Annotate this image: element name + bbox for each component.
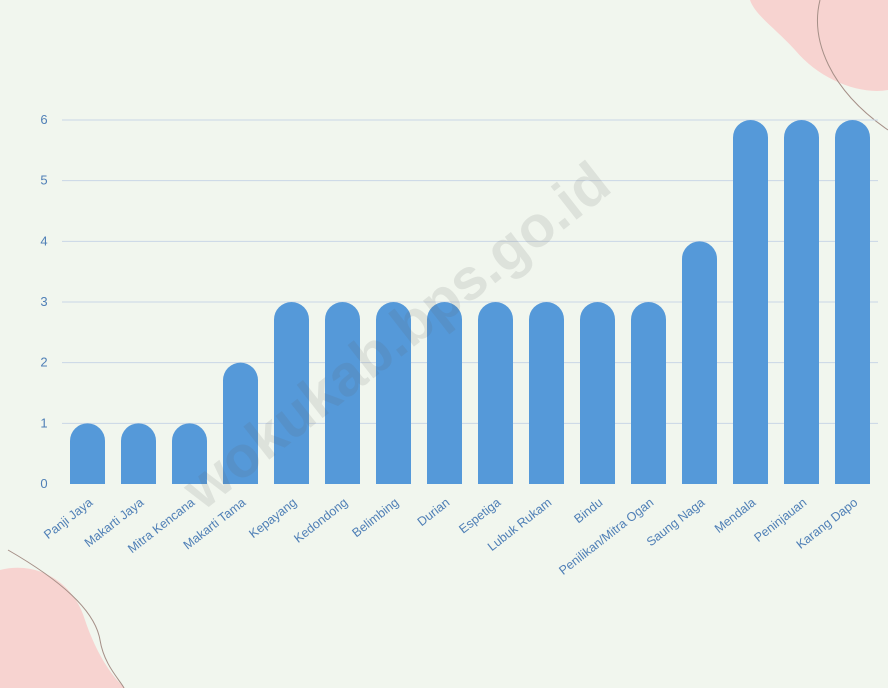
bar <box>733 120 768 484</box>
x-category-label: Bindu <box>572 495 606 526</box>
x-category-label: Penilikan/Mitra Ogan <box>556 495 656 577</box>
bar <box>376 302 411 484</box>
y-tick-label: 6 <box>40 112 47 127</box>
decor-blob-top-right <box>750 0 888 91</box>
decor-curve-top-right <box>817 0 888 131</box>
bar <box>580 302 615 484</box>
bar <box>427 302 462 484</box>
bar <box>70 423 105 484</box>
bar <box>172 423 207 484</box>
bar <box>835 120 870 484</box>
x-category-label: Kedondong <box>291 495 350 545</box>
decor-blob-bottom-left <box>0 567 125 688</box>
bar <box>784 120 819 484</box>
x-category-label: Durian <box>415 495 453 529</box>
x-category-label: Belimbing <box>349 495 401 540</box>
bar <box>529 302 564 484</box>
bar <box>631 302 666 484</box>
y-tick-label: 5 <box>40 173 47 188</box>
decor-curve-bottom-left <box>7 549 125 688</box>
bar <box>274 302 309 484</box>
y-tick-label: 2 <box>40 355 47 370</box>
bar <box>121 423 156 484</box>
bars <box>70 120 870 484</box>
y-axis-tick-labels: 0 1 2 3 4 5 6 <box>40 112 47 491</box>
x-category-label: Espetiga <box>456 495 503 536</box>
bar <box>478 302 513 484</box>
bar <box>223 362 258 484</box>
y-tick-label: 1 <box>40 415 47 430</box>
bar <box>682 241 717 484</box>
y-tick-label: 0 <box>40 476 47 491</box>
y-tick-label: 4 <box>40 233 47 248</box>
bar <box>325 302 360 484</box>
x-category-label: Mendala <box>712 495 758 536</box>
y-tick-label: 3 <box>40 294 47 309</box>
